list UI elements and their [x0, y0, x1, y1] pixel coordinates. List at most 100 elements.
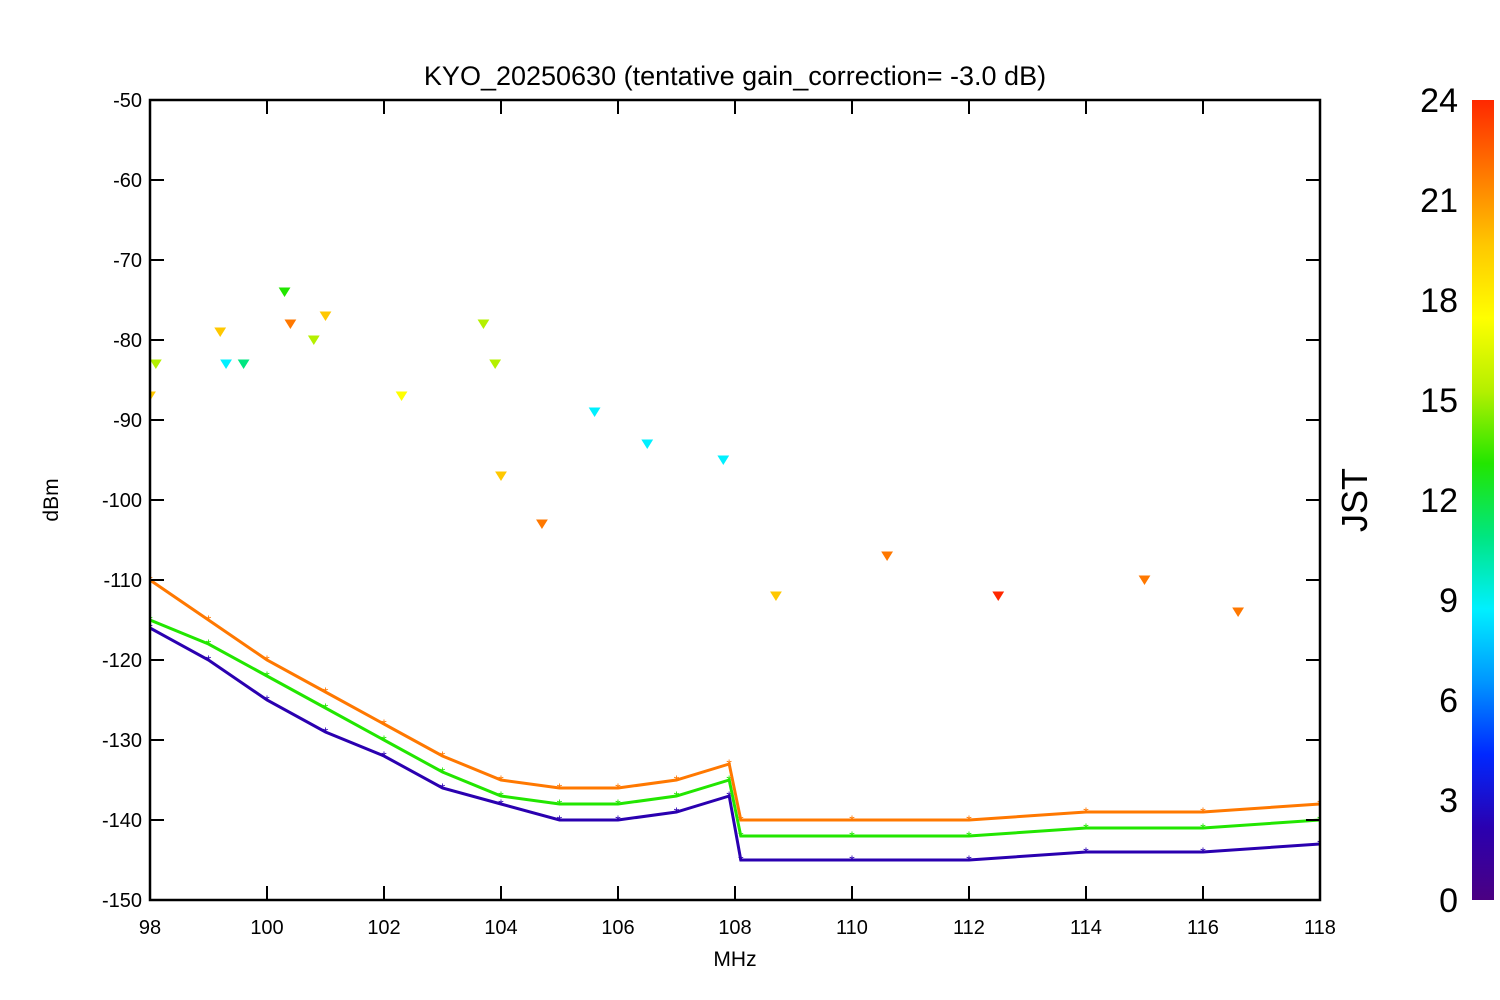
y-tick-label: -150 — [102, 890, 142, 912]
peak-point — [1138, 575, 1151, 585]
noise-floor-point: * — [381, 748, 387, 764]
noise-floor-point: * — [264, 692, 270, 708]
peak-point — [237, 359, 250, 369]
noise-floor-point: * — [738, 852, 744, 868]
colorbar-tick-label: 18 — [1420, 282, 1458, 320]
noise-floor-point: * — [206, 636, 212, 652]
peak-point — [477, 319, 490, 329]
colorbar-tick-label: 6 — [1439, 682, 1458, 720]
y-tick-label: -140 — [102, 810, 142, 832]
y-tick-label: -100 — [102, 490, 142, 512]
noise-floor-point: * — [966, 812, 972, 828]
peak-point — [395, 391, 408, 401]
x-tick-label: 110 — [836, 917, 868, 939]
noise-floor-point: * — [381, 732, 387, 748]
x-tick-label: 98 — [139, 917, 161, 939]
y-tick-label: -60 — [113, 170, 142, 192]
peak-point — [717, 455, 730, 465]
noise-floor-point: * — [1200, 820, 1206, 836]
noise-floor-point: * — [674, 804, 680, 820]
colorbar-tick-label: 21 — [1420, 182, 1458, 220]
noise-floor-point: * — [323, 700, 329, 716]
y-tick-label: -70 — [113, 250, 142, 272]
noise-floor-point: * — [557, 812, 563, 828]
noise-floor-point: * — [726, 772, 732, 788]
noise-floor-point: * — [147, 620, 153, 636]
noise-floor-point: * — [206, 652, 212, 668]
noise-floor-point: * — [849, 852, 855, 868]
noise-floor-point: * — [498, 788, 504, 804]
y-tick-label: -50 — [113, 90, 142, 112]
peak-point — [319, 311, 332, 321]
peak-point — [489, 359, 502, 369]
x-tick-label: 100 — [250, 917, 283, 939]
y-axis: -50 -60 -70 -80 -90 -100 -110 -120 -130 -140 -150 — [102, 90, 1320, 912]
x-tick-label: 106 — [601, 917, 634, 939]
y-axis-label: dBm — [40, 478, 63, 521]
noise-floor-point: * — [147, 612, 153, 628]
noise-floor-point: * — [381, 716, 387, 732]
peak-point — [150, 359, 162, 369]
colorbar-tick-label: 24 — [1420, 82, 1458, 120]
noise-floor-point: * — [849, 812, 855, 828]
noise-floor-point: * — [966, 828, 972, 844]
plot-marks: ******** * *** * * * * ******** * * *** * * * ******* *… — [147, 287, 1323, 868]
noise-floor-point: * — [440, 780, 446, 796]
noise-floor-point: * — [615, 780, 621, 796]
noise-floor-point: * — [498, 772, 504, 788]
x-tick-label: 102 — [367, 917, 400, 939]
x-tick-label: 118 — [1304, 917, 1336, 939]
colorbar-tick-label: 3 — [1439, 782, 1458, 820]
noise-floor-line — [150, 626, 1320, 862]
noise-floor-line — [150, 578, 1320, 822]
x-axis: 98 100 102 104 106 108 110 112 114 116 118 — [139, 100, 1336, 939]
colorbar-tick-label: 9 — [1439, 582, 1458, 620]
peak-point — [220, 359, 232, 369]
y-tick-label: -110 — [103, 570, 142, 592]
x-tick-label: 116 — [1187, 917, 1219, 939]
peak-point — [307, 335, 320, 345]
chart-title: KYO_20250630 (tentative gain_correction=… — [424, 61, 1046, 91]
y-tick-label: -120 — [102, 650, 142, 672]
noise-floor-point: * — [1083, 844, 1089, 860]
noise-floor-point: * — [1200, 804, 1206, 820]
noise-floor-point: * — [440, 748, 446, 764]
noise-floor-point: * — [738, 812, 744, 828]
peak-point — [214, 327, 227, 337]
noise-floor-point: * — [1317, 836, 1323, 852]
x-tick-label: 104 — [484, 917, 517, 939]
noise-floor-point: * — [726, 788, 732, 804]
noise-floor-point: * — [323, 724, 329, 740]
noise-floor-point: * — [726, 756, 732, 772]
peak-point — [284, 319, 297, 329]
noise-floor-point: * — [264, 652, 270, 668]
noise-floor-point: * — [206, 612, 212, 628]
colorbar-tick-label: 0 — [1439, 882, 1458, 920]
noise-floor-point: * — [849, 828, 855, 844]
noise-floor-point: * — [1200, 844, 1206, 860]
peak-point — [536, 519, 548, 529]
colorbar-ticks: 24 21 18 15 12 9 6 3 0 — [1420, 82, 1458, 920]
noise-floor-line — [150, 618, 1320, 838]
noise-floor-point: * — [557, 780, 563, 796]
noise-floor-point: * — [615, 812, 621, 828]
noise-floor-point: * — [498, 796, 504, 812]
noise-floor-point: * — [738, 828, 744, 844]
peak-point — [588, 407, 601, 417]
x-axis-label: MHz — [713, 948, 756, 971]
noise-floor-point: * — [674, 772, 680, 788]
colorbar — [1472, 100, 1494, 900]
y-tick-label: -90 — [113, 410, 142, 432]
x-tick-label: 114 — [1070, 917, 1102, 939]
noise-floor-point: * — [1083, 804, 1089, 820]
noise-floor-point: * — [1083, 820, 1089, 836]
noise-floor-point: * — [264, 668, 270, 684]
colorbar-label: JST — [1334, 468, 1375, 532]
noise-floor-point: * — [966, 852, 972, 868]
x-tick-label: 112 — [953, 917, 985, 939]
noise-floor-point: * — [440, 764, 446, 780]
peak-point — [881, 551, 894, 561]
y-tick-label: -130 — [102, 730, 142, 752]
y-tick-label: -80 — [113, 330, 142, 352]
